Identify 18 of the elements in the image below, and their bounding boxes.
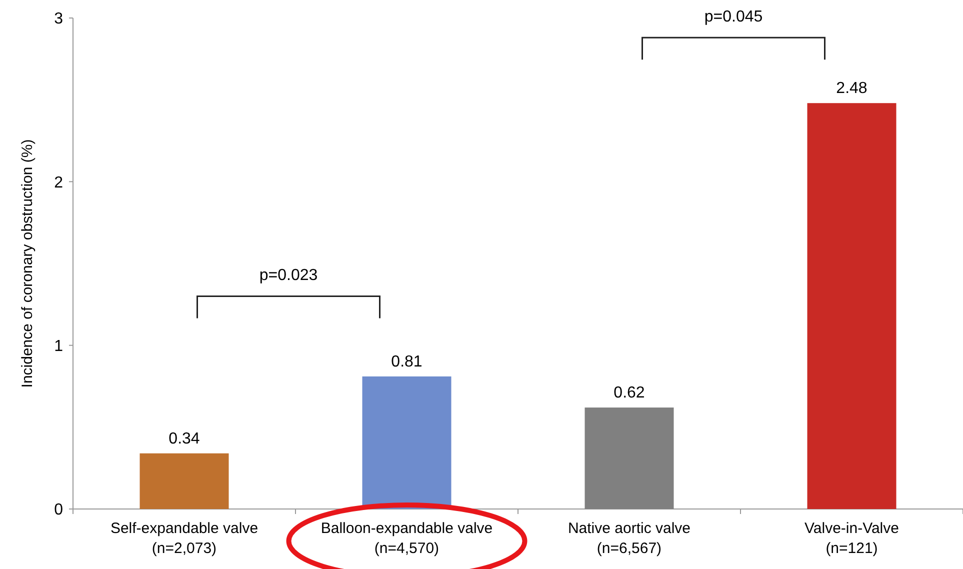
y-tick-label: 3 (54, 10, 64, 28)
annotation: p=0.023 (259, 267, 318, 284)
annotation: p=0.045 (704, 8, 763, 26)
bar (140, 453, 229, 509)
x-tick-label: Native aortic valve (n=6,567) (568, 520, 691, 557)
data-label: 0.62 (614, 384, 645, 402)
x-tick-label: Balloon-expandable valve (n=4,570) (320, 520, 493, 557)
x-tick-label: Self-expandable valve (n=2,073) (110, 520, 258, 557)
bar (584, 408, 674, 509)
y-axis-title: Incidence of coronary obstruction (%) (19, 139, 36, 388)
data-label: 2.48 (836, 80, 868, 98)
bar (807, 103, 896, 509)
data-label: 0.34 (168, 430, 200, 448)
y-tick-label: 1 (54, 338, 64, 355)
y-tick-label: 2 (54, 174, 64, 192)
y-tick-label: 0 (54, 502, 64, 519)
x-tick-label: Valve-in-Valve (n=121) (804, 520, 899, 557)
data-label: 0.81 (391, 353, 422, 370)
